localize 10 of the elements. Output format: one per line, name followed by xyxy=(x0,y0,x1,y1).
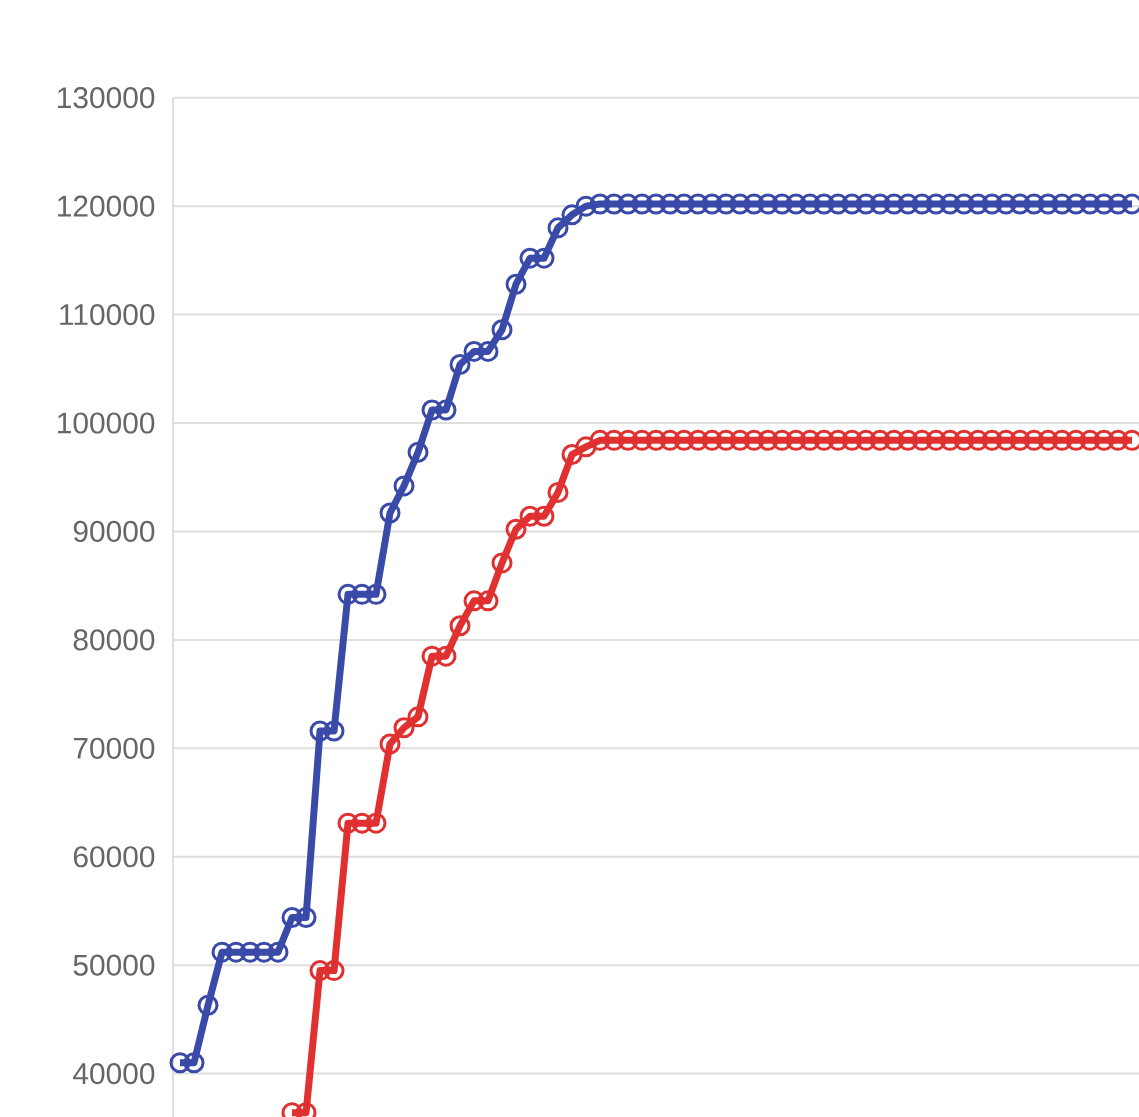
y-tick-label: 80000 xyxy=(73,629,155,651)
y-tick-label: 60000 xyxy=(73,846,155,868)
y-tick-label: 70000 xyxy=(73,737,155,759)
y-tick-label: 130000 xyxy=(58,87,155,109)
y-tick-label: 120000 xyxy=(58,195,155,217)
y-tick-label: 100000 xyxy=(58,412,155,434)
y-tick-label: 40000 xyxy=(73,1063,155,1085)
y-tick-label: 110000 xyxy=(60,303,155,326)
y-tick-label: 90000 xyxy=(73,520,155,543)
y-tick-label: 50000 xyxy=(73,954,155,976)
